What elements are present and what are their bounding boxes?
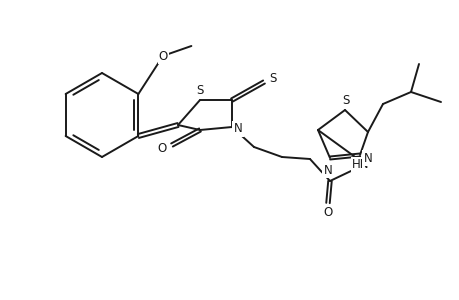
Text: N: N bbox=[233, 122, 242, 136]
Text: S: S bbox=[341, 94, 349, 106]
Text: S: S bbox=[269, 71, 276, 85]
Text: N: N bbox=[323, 164, 332, 176]
Text: S: S bbox=[196, 83, 203, 97]
Text: N: N bbox=[363, 152, 372, 164]
Text: O: O bbox=[323, 206, 332, 220]
Text: O: O bbox=[158, 50, 168, 62]
Text: HN: HN bbox=[352, 158, 369, 172]
Text: O: O bbox=[157, 142, 166, 154]
